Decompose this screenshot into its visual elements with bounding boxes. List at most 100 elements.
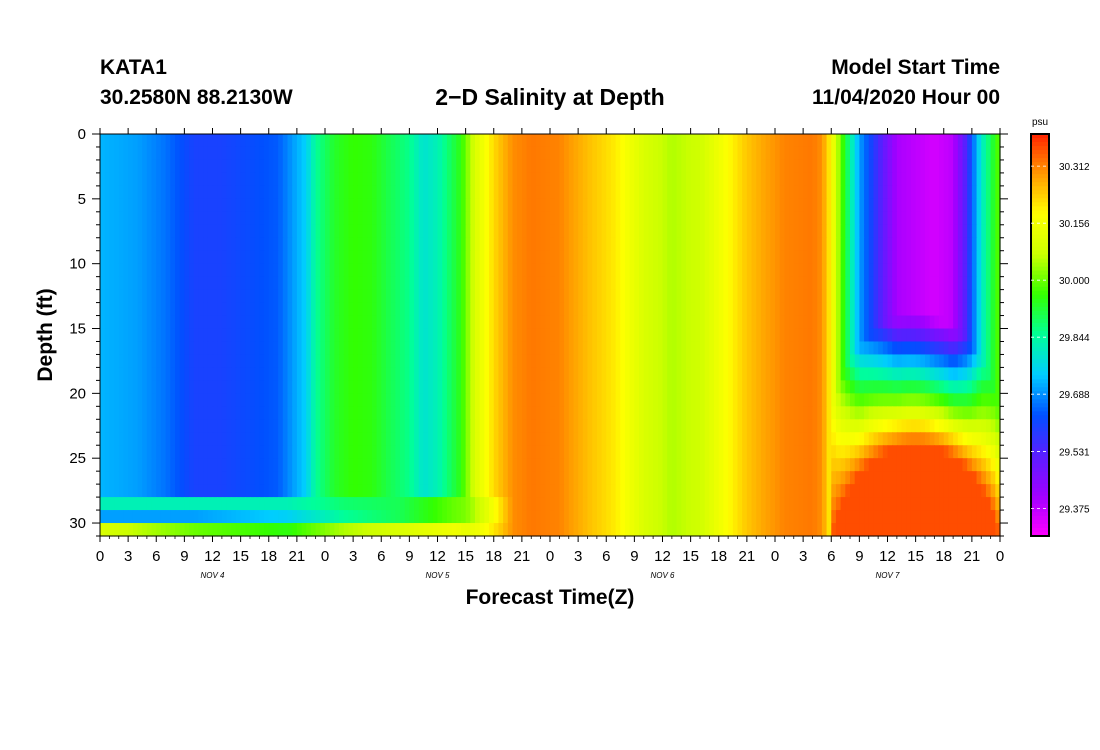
heatmap-cell bbox=[179, 354, 185, 369]
heatmap-cell bbox=[864, 185, 870, 200]
heatmap-cell bbox=[184, 289, 190, 304]
heatmap-cell bbox=[582, 211, 589, 226]
heatmap-cell bbox=[367, 354, 373, 369]
heatmap-cell bbox=[367, 393, 373, 407]
heatmap-cell bbox=[235, 289, 242, 304]
heatmap-cell bbox=[142, 159, 148, 174]
heatmap-cell bbox=[339, 328, 345, 343]
heatmap-cell bbox=[137, 354, 143, 369]
heatmap-cell bbox=[962, 354, 968, 369]
heatmap-cell bbox=[428, 328, 434, 343]
heatmap-cell bbox=[217, 134, 223, 148]
chart-title: 2−D Salinity at Depth bbox=[435, 84, 665, 110]
heatmap-cell bbox=[221, 419, 228, 433]
heatmap-cell bbox=[390, 134, 396, 148]
heatmap-cell bbox=[662, 380, 668, 394]
heatmap-cell bbox=[737, 367, 743, 381]
heatmap-cell bbox=[353, 250, 359, 265]
heatmap-cell bbox=[859, 341, 865, 356]
heatmap-cell bbox=[235, 159, 242, 174]
heatmap-cell bbox=[685, 341, 692, 356]
heatmap-cell bbox=[568, 432, 575, 446]
heatmap-cell bbox=[714, 432, 720, 446]
heatmap-cell bbox=[751, 328, 757, 343]
heatmap-cell bbox=[990, 406, 996, 420]
heatmap-cell bbox=[985, 198, 992, 213]
heatmap-cell bbox=[910, 302, 917, 317]
heatmap-cell bbox=[887, 237, 893, 252]
heatmap-cell bbox=[943, 211, 950, 226]
heatmap-cell bbox=[287, 134, 293, 148]
heatmap-cell bbox=[451, 185, 457, 200]
heatmap-cell bbox=[376, 224, 382, 239]
heatmap-cell bbox=[479, 134, 485, 148]
heatmap-cell bbox=[934, 250, 940, 265]
heatmap-cell bbox=[634, 172, 640, 187]
heatmap-cell bbox=[667, 224, 673, 239]
heatmap-cell bbox=[310, 328, 317, 343]
heatmap-cell bbox=[770, 211, 776, 226]
heatmap-cell bbox=[521, 211, 528, 226]
heatmap-cell bbox=[329, 432, 335, 446]
heatmap-cell bbox=[250, 393, 256, 407]
heatmap-cell bbox=[704, 211, 710, 226]
heatmap-cell bbox=[545, 250, 551, 265]
heatmap-cell bbox=[357, 146, 364, 161]
heatmap-cell bbox=[357, 237, 364, 252]
heatmap-cell bbox=[798, 328, 804, 343]
heatmap-cell bbox=[798, 302, 804, 317]
heatmap-cell bbox=[118, 289, 125, 304]
heatmap-cell bbox=[878, 445, 884, 459]
heatmap-cell bbox=[695, 419, 701, 433]
heatmap-cell bbox=[273, 380, 279, 394]
heatmap-cell bbox=[704, 276, 710, 291]
heatmap-cell bbox=[845, 354, 851, 369]
heatmap-cell bbox=[929, 380, 935, 394]
heatmap-cell bbox=[114, 406, 120, 420]
heatmap-cell bbox=[779, 289, 785, 304]
heatmap-cell bbox=[826, 302, 832, 317]
heatmap-cell bbox=[535, 302, 542, 317]
heatmap-cell bbox=[198, 393, 204, 407]
heatmap-cell bbox=[235, 134, 242, 148]
heatmap-cell bbox=[714, 263, 720, 278]
heatmap-cell bbox=[671, 276, 678, 291]
heatmap-cell bbox=[245, 159, 251, 174]
heatmap-cell bbox=[296, 445, 303, 459]
heatmap-cell bbox=[906, 289, 912, 304]
heatmap-cell bbox=[554, 263, 560, 278]
heatmap-cell bbox=[943, 380, 950, 394]
heatmap-cell bbox=[690, 328, 696, 343]
heatmap-cell bbox=[976, 432, 982, 446]
heatmap-cell bbox=[460, 341, 467, 356]
heatmap-cell bbox=[390, 406, 396, 420]
heatmap-cell bbox=[310, 315, 317, 330]
heatmap-cell bbox=[104, 224, 110, 239]
heatmap-cell bbox=[465, 237, 471, 252]
heatmap-cell bbox=[503, 432, 509, 446]
heatmap-cell bbox=[676, 367, 682, 381]
heatmap-cell bbox=[934, 172, 940, 187]
heatmap-cell bbox=[507, 380, 514, 394]
heatmap-cell bbox=[123, 354, 129, 369]
heatmap-cell bbox=[821, 211, 828, 226]
heatmap-cell bbox=[887, 432, 893, 446]
heatmap-cell bbox=[817, 263, 823, 278]
heatmap-cell bbox=[676, 393, 682, 407]
heatmap-cell bbox=[690, 393, 696, 407]
heatmap-cell bbox=[840, 134, 846, 148]
heatmap-cell bbox=[920, 185, 926, 200]
heatmap-cell bbox=[179, 432, 185, 446]
heatmap-cell bbox=[104, 328, 110, 343]
heatmap-cell bbox=[479, 159, 485, 174]
heatmap-cell bbox=[132, 185, 139, 200]
heatmap-cell bbox=[493, 276, 500, 291]
heatmap-cell bbox=[475, 341, 481, 356]
heatmap-cell bbox=[114, 134, 120, 148]
heatmap-cell bbox=[587, 224, 593, 239]
heatmap-cell bbox=[235, 432, 242, 446]
heatmap-cell bbox=[962, 172, 968, 187]
heatmap-cell bbox=[503, 445, 509, 459]
heatmap-cell bbox=[845, 341, 851, 356]
heatmap-cell bbox=[203, 393, 209, 407]
